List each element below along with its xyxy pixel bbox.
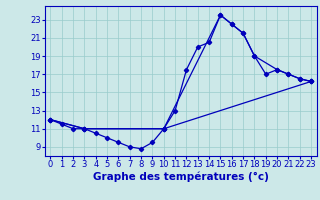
- X-axis label: Graphe des températures (°c): Graphe des températures (°c): [93, 172, 269, 182]
